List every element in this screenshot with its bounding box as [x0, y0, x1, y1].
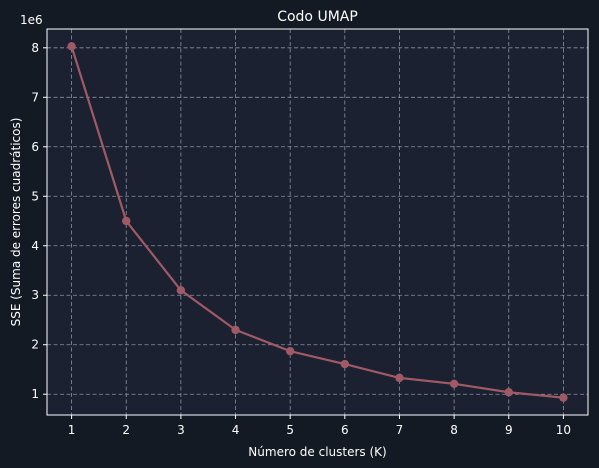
- x-tick-label: 1: [68, 423, 76, 437]
- plot-area: [47, 29, 588, 415]
- sse-point: [395, 373, 404, 383]
- y-tick-label: 4: [31, 239, 39, 253]
- sse-point: [340, 359, 350, 369]
- x-axis-title: Número de clusters (K): [248, 445, 386, 459]
- sse-point: [67, 42, 76, 51]
- sse-point: [504, 388, 513, 397]
- y-tick-label: 6: [31, 140, 39, 154]
- y-tick-label: 7: [31, 90, 39, 104]
- y-axis-title: SSE (Suma de errores cuadráticos): [9, 118, 23, 327]
- y-tick-label: 1: [31, 387, 39, 401]
- tick-layer: 1 2 3 4 5 6 7 8 9 10 1 2 3 4 5 6 7 8: [31, 41, 571, 437]
- sse-point: [559, 393, 568, 402]
- axis-layer: [46, 28, 589, 416]
- y-tick-label: 8: [31, 41, 39, 55]
- x-tick-label: 7: [396, 423, 404, 437]
- sse-line: [70, 45, 565, 399]
- sse-point: [176, 286, 186, 295]
- chart-title: Codo UMAP: [277, 9, 358, 25]
- sse-point: [122, 216, 131, 226]
- sse-point: [449, 379, 459, 389]
- x-tick-label: 5: [286, 423, 294, 437]
- plot-frame: [46, 28, 589, 416]
- sse-point: [231, 325, 240, 335]
- x-tick-label: 4: [232, 423, 240, 437]
- y-tick-label: 3: [31, 288, 39, 302]
- sse-point: [285, 346, 295, 356]
- x-tick-label: 9: [505, 423, 513, 437]
- y-axis-offset-label: 1e6: [20, 13, 43, 27]
- x-tick-label: 8: [450, 423, 458, 437]
- x-tick-label: 2: [122, 423, 130, 437]
- y-tick-label: 5: [31, 189, 39, 203]
- x-tick-label: 3: [177, 423, 185, 437]
- series-layer: [67, 42, 568, 402]
- y-tick-label: 2: [31, 338, 39, 352]
- x-tick-label: 6: [341, 423, 349, 437]
- x-tick-label: 10: [556, 423, 571, 437]
